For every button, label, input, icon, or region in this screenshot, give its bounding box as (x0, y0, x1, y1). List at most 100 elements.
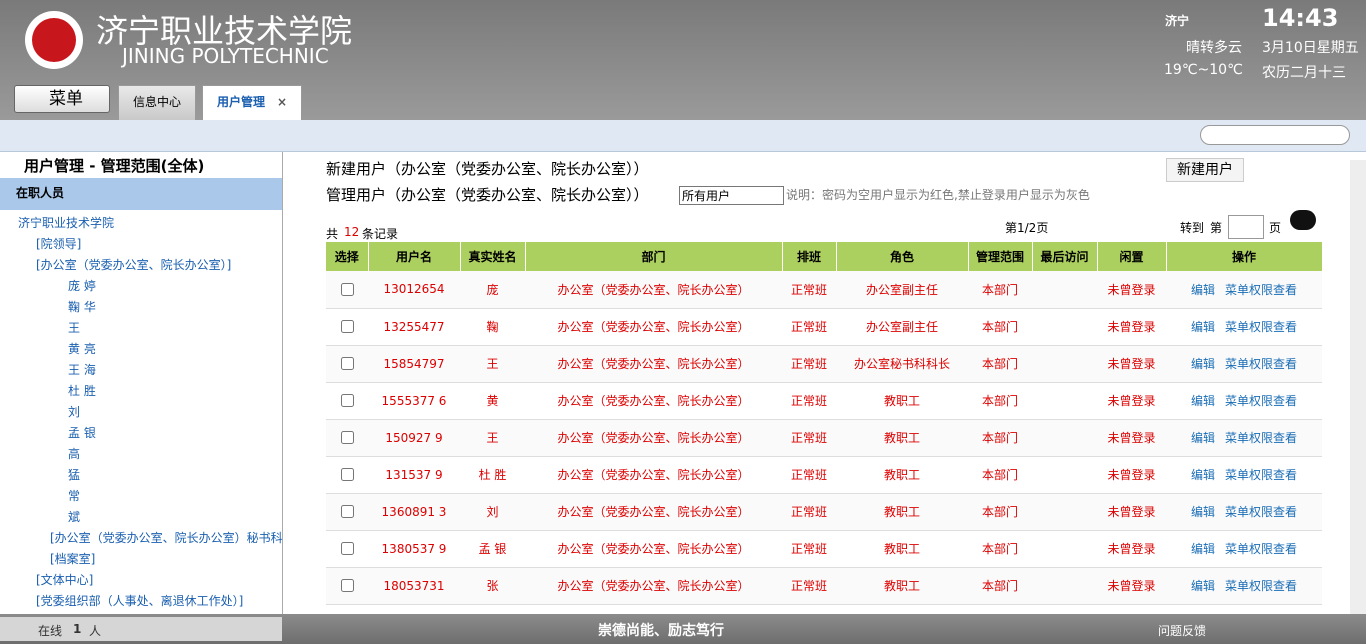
tree-member[interactable]: 常 (68, 489, 81, 503)
section-header[interactable]: 在职人员 (0, 178, 282, 210)
tree-member[interactable]: 鞠 华 (68, 300, 96, 314)
search-box[interactable] (1200, 125, 1350, 145)
action-link[interactable]: 编辑 (1190, 394, 1215, 408)
tree-node[interactable]: [档案室] (50, 552, 96, 566)
select-cell (326, 419, 368, 457)
cell: 正常班 (782, 567, 836, 605)
tab-close[interactable]: × (277, 95, 288, 109)
tree-member[interactable]: 杜 胜 (68, 384, 96, 398)
select-cell (326, 567, 368, 605)
tree-node[interactable]: [党委组织部（人事处、离退休工作处）] (36, 594, 244, 608)
action-link[interactable]: 编辑 (1190, 431, 1215, 445)
table-row: 150927 9 王办公室（党委办公室、院长办公室） 正常班 教职工 本部门 未曾登录 编辑… (326, 419, 1322, 457)
cell: 办公室（党委办公室、院长办公室） (525, 567, 782, 605)
row-checkbox[interactable] (341, 394, 354, 407)
tree-member[interactable]: 王 海 (68, 363, 96, 377)
action-link[interactable]: 菜单权限查看 (1225, 468, 1298, 482)
last-visit-cell (1032, 308, 1097, 346)
action-link[interactable]: 菜单权限查看 (1225, 431, 1298, 445)
cell: 办公室秘书科科长 (836, 345, 968, 383)
panel-title: 用户管理 - 管理范围(全体) (24, 157, 205, 175)
action-link[interactable]: 编辑 (1190, 505, 1215, 519)
feedback[interactable]: 问题反馈 (1158, 624, 1207, 638)
tree-member[interactable]: 斌 (68, 510, 81, 524)
cell: 教职工 (836, 456, 968, 494)
row-checkbox[interactable] (341, 357, 354, 370)
scrollbar[interactable] (1350, 160, 1366, 614)
page-input[interactable] (1228, 215, 1264, 239)
tab[interactable]: 信息中心 (118, 85, 197, 120)
tree-node[interactable]: [办公室（党委办公室、院长办公室）] (36, 258, 232, 272)
action-link[interactable]: 菜单权限查看 (1225, 542, 1298, 556)
cell: 张 (460, 567, 525, 605)
tree-node[interactable]: [院领导] (36, 237, 82, 251)
tree-node[interactable]: [文体中心] (36, 573, 94, 587)
row-checkbox[interactable] (341, 282, 354, 296)
cell: 未曾登录 (1097, 456, 1166, 494)
cell: 办公室副主任 (836, 271, 968, 309)
action-link[interactable]: 菜单权限查看 (1225, 282, 1298, 297)
new-title[interactable]: 新建用户（办公室（党委办公室、院长办公室）） (326, 160, 649, 178)
select-cell (326, 271, 368, 309)
tree-member[interactable]: 庞 婷 (68, 279, 96, 293)
action-link[interactable]: 编辑 (1190, 579, 1215, 593)
go-button[interactable] (1290, 210, 1316, 230)
cell: 正常班 (782, 308, 836, 346)
action-link[interactable]: 编辑 (1190, 282, 1215, 297)
cell: 13255477 (368, 308, 460, 346)
count-suffix: 条记录 (362, 227, 399, 241)
actions-cell: 编辑 菜单权限查看 (1166, 345, 1322, 383)
row-checkbox[interactable] (341, 505, 354, 518)
row-checkbox[interactable] (341, 431, 354, 444)
tree-member[interactable]: 王 (68, 321, 81, 335)
lunar: 农历二月十三 (1262, 65, 1346, 81)
action-link[interactable]: 菜单权限查看 (1225, 394, 1298, 408)
action-link[interactable]: 编辑 (1190, 357, 1215, 371)
row-checkbox[interactable] (341, 468, 354, 481)
select-cell (326, 308, 368, 346)
footer: 在线 1 人 崇德尚能、励志笃行 问题反馈 (0, 614, 1366, 644)
action-link[interactable]: 编辑 (1190, 542, 1215, 556)
menu-button[interactable]: 菜单 (14, 85, 110, 113)
tree-member[interactable]: 刘 (68, 405, 81, 419)
tree-member[interactable]: 高 (68, 447, 81, 461)
column-header: 部门 (525, 242, 783, 271)
tab-label[interactable]: 用户管理 (217, 95, 266, 109)
action-link[interactable]: 菜单权限查看 (1225, 505, 1298, 519)
action-link[interactable]: 菜单权限查看 (1225, 320, 1298, 334)
tree-member[interactable]: 猛 (68, 468, 81, 482)
filter-select[interactable]: 所有用户 (679, 186, 784, 205)
tree-member[interactable]: 孟 银 (68, 426, 96, 440)
manage-title: 管理用户（办公室（党委办公室、院长办公室）） (326, 186, 649, 204)
tree-root[interactable]: 济宁职业技术学院 (18, 216, 115, 230)
tab[interactable]: 用户管理 × (202, 85, 303, 120)
tab-label[interactable]: 信息中心 (133, 95, 182, 109)
weather: 晴转多云 (1186, 40, 1242, 56)
row-checkbox[interactable] (341, 320, 354, 333)
table-row: 13012654 庞办公室（党委办公室、院长办公室） 正常班 办公室副主任 本部门 未曾登… (326, 271, 1322, 309)
tree-member[interactable]: 黄 亮 (68, 342, 96, 356)
row-checkbox[interactable] (341, 579, 354, 592)
cell: 正常班 (782, 382, 836, 420)
select-cell (326, 493, 368, 531)
cell: 未曾登录 (1097, 308, 1166, 346)
new-user-button[interactable]: 新建用户 (1166, 158, 1244, 182)
tree-node[interactable]: [办公室（党委办公室、院长办公室）秘书科] (50, 531, 283, 545)
action-link[interactable]: 菜单权限查看 (1225, 579, 1298, 593)
column-header: 真实姓名 (460, 242, 526, 271)
cell: 孟 银 (460, 530, 525, 568)
table-row: 1360891 3 刘办公室（党委办公室、院长办公室） 正常班 教职工 本部门 未曾登录编… (326, 493, 1322, 531)
toolbar (0, 120, 1366, 152)
action-link[interactable]: 编辑 (1190, 468, 1215, 482)
action-link[interactable]: 菜单权限查看 (1225, 357, 1298, 371)
last-visit-cell (1032, 567, 1097, 605)
cell: 正常班 (782, 419, 836, 457)
column-header: 用户名 (368, 242, 461, 271)
cell: 本部门 (968, 419, 1032, 457)
actions-cell: 编辑 菜单权限查看 (1166, 493, 1322, 531)
cell: 庞 (460, 271, 525, 309)
actions-cell: 编辑 菜单权限查看 (1166, 308, 1322, 346)
row-checkbox[interactable] (341, 542, 354, 555)
action-link[interactable]: 编辑 (1190, 320, 1215, 334)
left-panel: 用户管理 - 管理范围(全体) 在职人员 济宁职业技术学院 [院领导] [办公室（党… (0, 152, 283, 614)
